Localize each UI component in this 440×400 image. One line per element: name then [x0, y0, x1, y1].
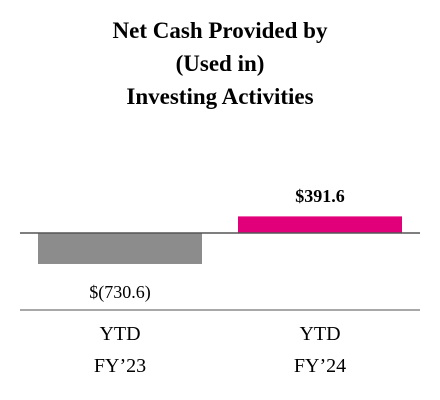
bar	[38, 233, 202, 264]
chart-title: Net Cash Provided by (Used in) Investing…	[112, 18, 328, 109]
value-label: $391.6	[295, 186, 345, 207]
x-tick-label: YTD FY’23	[93, 323, 147, 377]
value-label: $(730.6)	[89, 281, 151, 302]
x-tick-label: YTD FY’24	[293, 323, 347, 377]
bar	[238, 216, 402, 233]
